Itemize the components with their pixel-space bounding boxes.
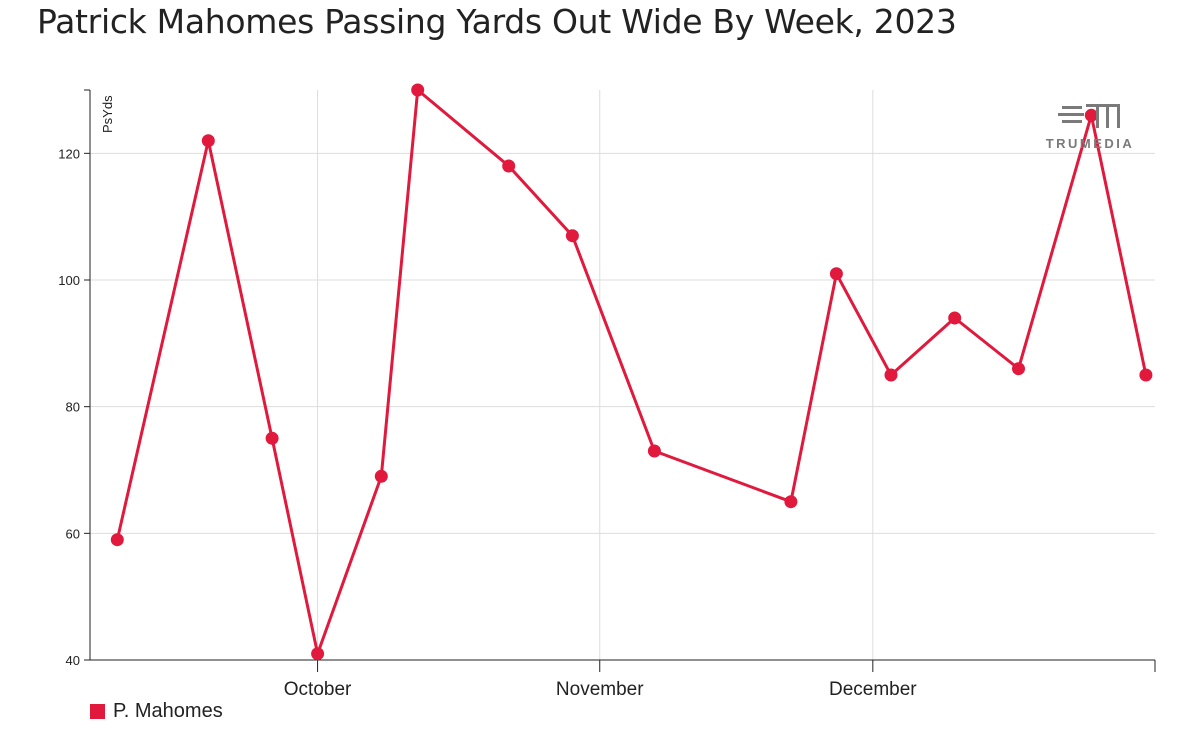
y-tick-label: 100 <box>58 273 80 288</box>
grid-lines <box>90 90 1155 660</box>
legend-swatch <box>90 704 105 719</box>
series-p-mahomes <box>110 83 1153 661</box>
series-line <box>115 88 1148 656</box>
data-point[interactable] <box>884 368 898 382</box>
legend-label: P. Mahomes <box>113 700 223 722</box>
data-point[interactable] <box>374 469 388 483</box>
data-point[interactable] <box>311 647 325 661</box>
x-tick-label: October <box>284 679 352 700</box>
data-point[interactable] <box>948 311 962 325</box>
data-point[interactable] <box>647 444 661 458</box>
y-axis-label: PsYds <box>100 95 115 133</box>
data-point[interactable] <box>1139 368 1153 382</box>
trumedia-logo: TRUMEDIA <box>1040 102 1140 152</box>
data-point[interactable] <box>1084 108 1098 122</box>
y-tick-label: 80 <box>66 400 80 415</box>
y-tick-label: 120 <box>58 146 80 161</box>
data-point[interactable] <box>265 431 279 445</box>
data-point[interactable] <box>829 267 843 281</box>
trumedia-logo-icon <box>1058 104 1120 128</box>
data-point[interactable] <box>502 159 516 173</box>
data-point[interactable] <box>110 533 124 547</box>
legend[interactable]: P. Mahomes <box>90 700 223 723</box>
x-tick-label: December <box>829 679 917 700</box>
axes: 40 60 80 100 120 October November December <box>58 89 1156 700</box>
data-point[interactable] <box>411 83 425 97</box>
y-tick-label: 60 <box>66 526 80 541</box>
y-tick-label: 40 <box>66 653 80 668</box>
x-tick-label: November <box>556 679 644 700</box>
data-point[interactable] <box>565 229 579 243</box>
trumedia-logo-text: TRUMEDIA <box>1045 136 1135 151</box>
data-point[interactable] <box>201 134 215 148</box>
data-point[interactable] <box>1012 362 1025 376</box>
chart-title: Patrick Mahomes Passing Yards Out Wide B… <box>37 2 957 41</box>
data-point[interactable] <box>784 495 798 509</box>
